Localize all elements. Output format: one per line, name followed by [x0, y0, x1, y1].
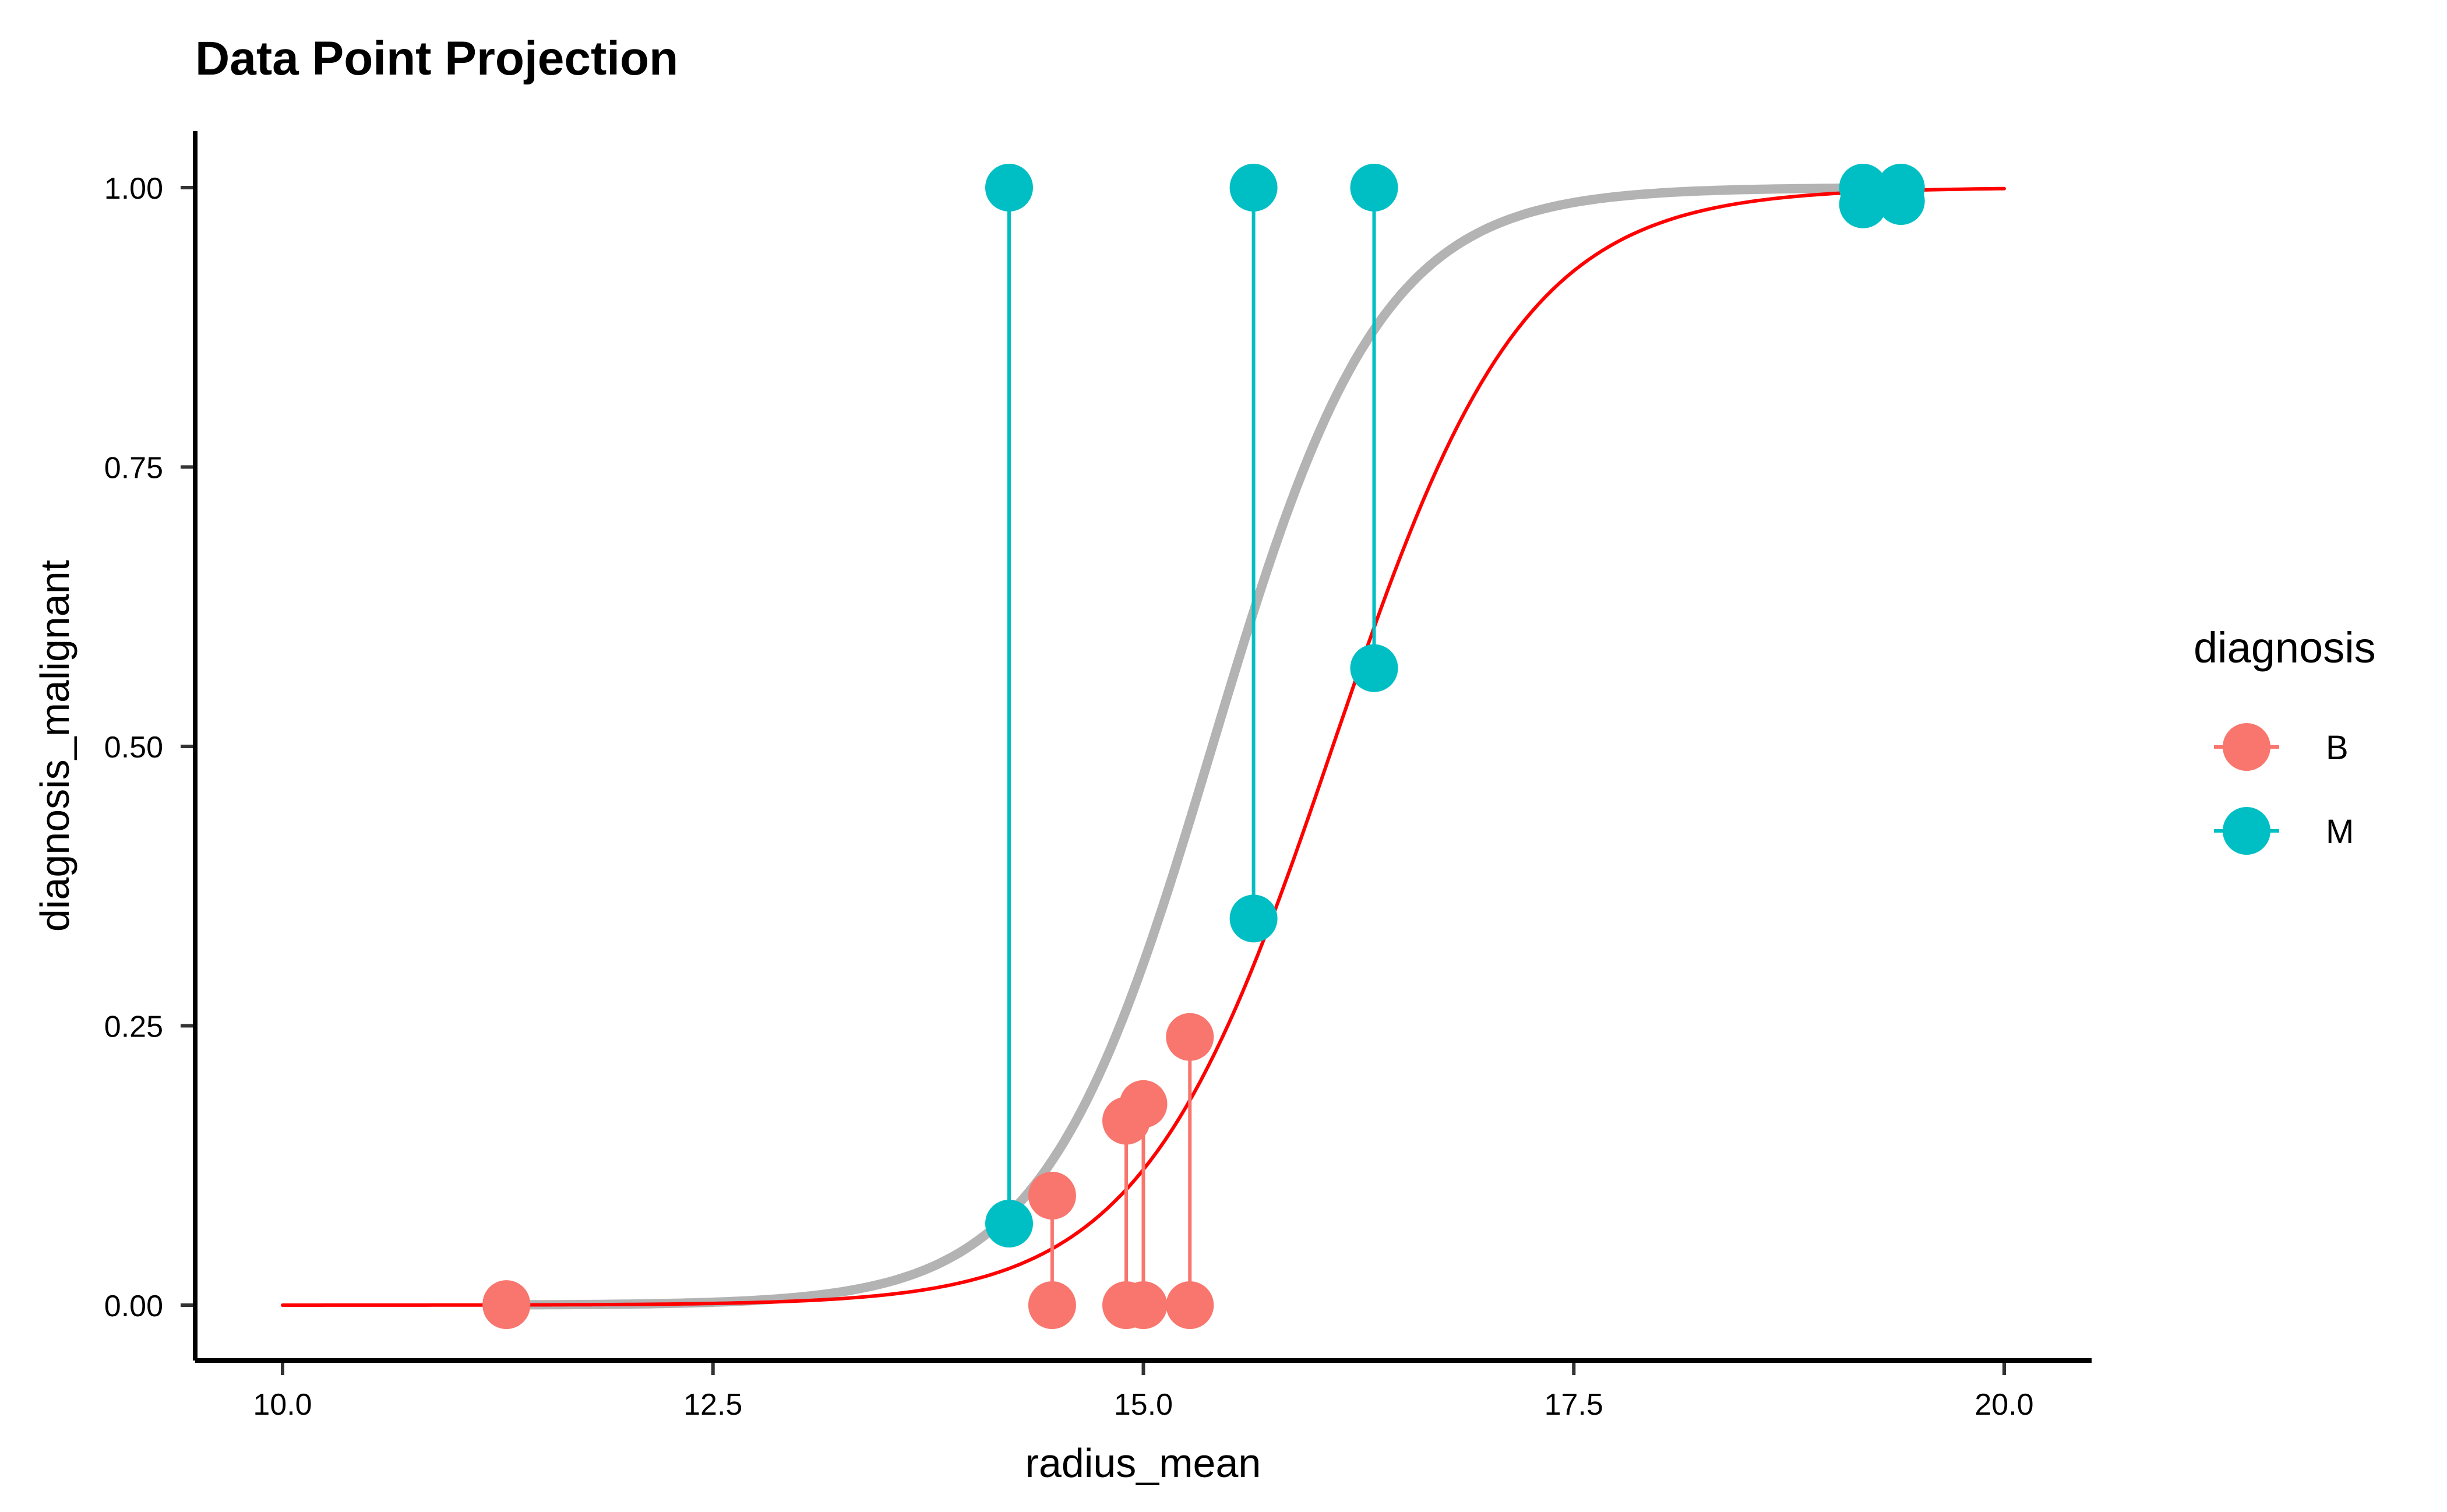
- x-tick-label: 10.0: [253, 1388, 312, 1422]
- x-tick-label: 20.0: [1974, 1388, 2033, 1422]
- y-tick-label: 1.00: [104, 172, 163, 206]
- y-axis-title: diagnosis_malignant: [32, 560, 77, 932]
- observed-point-m: [1229, 164, 1278, 212]
- projection-segments: [503, 188, 1904, 1309]
- projected-point-m: [1877, 177, 1925, 225]
- y-tick-label: 0.75: [104, 452, 163, 485]
- projected-point-b: [1166, 1013, 1214, 1061]
- legend-label: B: [2326, 729, 2349, 767]
- x-tick-label: 12.5: [683, 1388, 742, 1422]
- x-axis-title: radius_mean: [1025, 1440, 1261, 1486]
- legend-entries: BM: [2214, 723, 2354, 855]
- projected-point-m: [985, 1200, 1033, 1247]
- x-tick-label: 17.5: [1545, 1388, 1603, 1422]
- data-points: [482, 164, 1925, 1329]
- legend-label: M: [2326, 813, 2354, 851]
- y-tick-label: 0.00: [104, 1289, 163, 1323]
- projected-point-b: [1119, 1080, 1168, 1128]
- legend-key-point: [2223, 807, 2270, 855]
- projected-point-b: [482, 1280, 531, 1328]
- fitted-curve-gray: [502, 183, 1906, 1310]
- legend-title: diagnosis: [2194, 623, 2376, 672]
- observed-point-m: [1350, 164, 1398, 212]
- legend: diagnosis BM: [2194, 623, 2376, 855]
- projected-point-m: [1839, 180, 1887, 228]
- y-tick-label: 0.50: [104, 731, 163, 764]
- projected-point-m: [1229, 894, 1278, 943]
- y-tick-label: 0.25: [104, 1010, 163, 1044]
- legend-item-m: M: [2214, 807, 2354, 855]
- legend-item-b: B: [2214, 723, 2349, 771]
- projected-point-b: [1028, 1172, 1076, 1220]
- x-axis-ticks: 10.0 12.5 15.0 17.5 20.0: [253, 1363, 2034, 1422]
- observed-point-b: [1166, 1281, 1214, 1329]
- chart-title: Data Point Projection: [195, 32, 678, 85]
- y-axis-ticks: 0.00 0.25 0.50 0.75 1.00: [104, 172, 193, 1323]
- observed-point-b: [1119, 1281, 1168, 1329]
- x-tick-label: 15.0: [1114, 1388, 1173, 1422]
- observed-point-m: [985, 164, 1033, 212]
- legend-key-point: [2223, 723, 2270, 771]
- observed-point-b: [1028, 1281, 1076, 1329]
- projected-point-m: [1350, 644, 1398, 692]
